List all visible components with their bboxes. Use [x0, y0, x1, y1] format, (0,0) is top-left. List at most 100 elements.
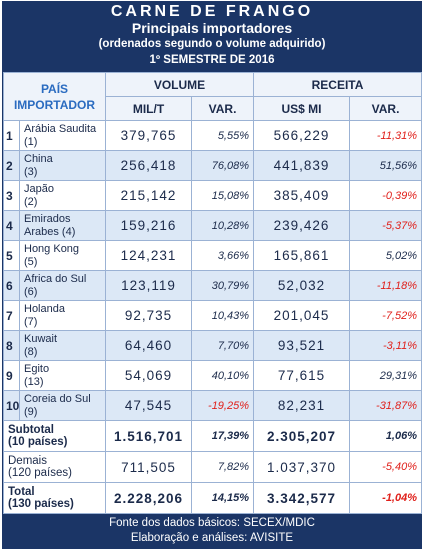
country: Holanda (7): [18, 300, 107, 331]
row: 9 Egito (13) 54,069 40,10% 77,615 29,31%: [3, 360, 423, 391]
revenue: 385,409: [253, 180, 351, 211]
credit: Elaboração e análises: AVISITE: [130, 532, 294, 544]
rank: 8: [3, 330, 20, 361]
rank: 5: [3, 240, 20, 271]
row: 4 Emirados Arabes (4) 159,216 10,28% 239,426-…: [3, 210, 423, 241]
header: CARNE DE FRANGO Principais importadores …: [3, 2, 421, 72]
text-line: (2): [24, 195, 38, 208]
text-line: (8): [24, 345, 38, 358]
volume-var: 30,79%: [191, 270, 255, 301]
revenue-var: 51,56%: [349, 150, 423, 181]
text-line: (1): [24, 135, 38, 148]
rank: 2: [3, 150, 20, 181]
summary-row: Subtotal (10 países) 1.516,701 17,39% 2.305,…: [2, 420, 423, 452]
note: (ordenados segundo o volume adquirido): [98, 38, 326, 50]
country: Japão (2): [18, 180, 107, 211]
volume: 124,231: [105, 240, 193, 271]
volume-var: 40,10%: [191, 360, 255, 391]
revenue-header: RECEITA: [253, 72, 423, 97]
volume: 711,505: [105, 451, 193, 483]
volume-var: 14,15%: [191, 482, 255, 514]
column-subheader: MIL/T VAR. US$ MI VAR.: [4, 96, 423, 121]
text-line: Kuwait: [24, 332, 58, 345]
country: Kuwait (8): [18, 330, 107, 361]
revenue-var: -1,04%: [349, 482, 423, 514]
revenue: 77,615: [253, 360, 351, 391]
revenue: 566,229: [253, 120, 351, 151]
header-line: PAÍS: [40, 81, 69, 96]
text-line: (6): [24, 285, 38, 298]
volume: 2.228,206: [105, 482, 193, 514]
title: CARNE DE FRANGO: [110, 3, 314, 20]
text-line: (10 países): [8, 436, 68, 448]
text-line: Demais: [8, 455, 47, 467]
volume-var: 76,08%: [191, 150, 255, 181]
volume-var-header: VAR.: [191, 96, 255, 121]
rank: 4: [3, 210, 20, 241]
subtitle: Principais importadores: [131, 20, 293, 36]
revenue: 82,231: [253, 390, 351, 421]
country: Egito (13): [18, 360, 107, 391]
text-line: (13): [24, 375, 44, 388]
volume: 64,460: [105, 330, 193, 361]
text-line: Coreia do Sul: [24, 392, 91, 405]
row: 2 China (3) 256,418 76,08% 441,839 51,56%: [3, 150, 423, 181]
revenue: 201,045: [253, 300, 351, 331]
revenue-var: -3,11%: [349, 330, 423, 361]
volume-unit: MIL/T: [105, 96, 193, 121]
row: 1 Arábia Saudita (1) 379,765 5,55% 566,229 -11…: [3, 120, 423, 151]
country: Arábia Saudita (1): [18, 120, 107, 151]
row: 6 Africa do Sul (6) 123,119 30,79% 52,032 -11,…: [3, 270, 423, 301]
text-line: (130 países): [8, 498, 74, 510]
table: PAÍS IMPORTADOR VOLUME RECEITA MIL/T VAR.…: [2, 72, 423, 514]
period: 1º SEMESTRE DE 2016: [149, 54, 275, 66]
rank: 9: [3, 360, 20, 391]
source: Fonte dos dados básicos: SECEX/MDIC: [109, 517, 315, 529]
volume: 379,765: [105, 120, 193, 151]
revenue-var: 29,31%: [349, 360, 423, 391]
summary-row: Demais (120 países) 711,505 7,82% 1.037,370-…: [2, 451, 423, 483]
rank: 10: [3, 390, 20, 421]
summary-label: Total (130 países): [2, 482, 107, 514]
row: 7 Holanda (7) 92,735 10,43% 201,045 -7,52%: [3, 300, 423, 331]
volume: 92,735: [105, 300, 193, 331]
revenue-var: -11,18%: [349, 270, 423, 301]
rank: 7: [3, 300, 20, 331]
row: 5 Hong Kong (5) 124,231 3,66% 165,861 5,02%: [3, 240, 423, 271]
country-header: PAÍS IMPORTADOR: [2, 72, 107, 121]
revenue-var: -31,87%: [349, 390, 423, 421]
revenue-var: -0,39%: [349, 180, 423, 211]
rank: 1: [3, 120, 20, 151]
rank: 6: [3, 270, 20, 301]
volume-var: 7,82%: [191, 451, 255, 483]
country: Africa do Sul (6): [18, 270, 107, 301]
revenue: 52,032: [253, 270, 351, 301]
volume-var: 10,43%: [191, 300, 255, 331]
country: Hong Kong (5): [18, 240, 107, 271]
revenue: 239,426: [253, 210, 351, 241]
volume: 256,418: [105, 150, 193, 181]
text-line: Arábia Saudita: [24, 122, 97, 135]
row: 10 Coreia do Sul (9) 47,545 -19,25% 82,231 -31…: [3, 390, 423, 421]
row: 8 Kuwait (8) 64,460 7,70% 93,521 -3,11%: [3, 330, 423, 361]
footer: Fonte dos dados básicos: SECEX/MDIC Elab…: [3, 514, 421, 548]
revenue-var: -5,40%: [349, 451, 423, 483]
text-line: China: [24, 152, 53, 165]
volume-var: 5,55%: [191, 120, 255, 151]
volume: 1.516,701: [105, 420, 193, 452]
text-line: (120 países): [8, 467, 72, 479]
revenue-unit: US$ MI: [253, 96, 351, 121]
revenue: 2.305,207: [253, 420, 351, 452]
summary-label: Demais (120 países): [2, 451, 107, 483]
volume-var: 17,39%: [191, 420, 255, 452]
country: Emirados Arabes (4): [18, 210, 107, 241]
revenue: 93,521: [253, 330, 351, 361]
column-header: PAÍS IMPORTADOR VOLUME RECEITA: [2, 72, 423, 121]
row: 3 Japão (2) 215,142 15,08% 385,409 -0,39%: [3, 180, 423, 211]
text-line: (9): [24, 405, 38, 418]
text-line: (5): [24, 255, 38, 268]
revenue-var: -11,31%: [349, 120, 423, 151]
revenue-var: -7,52%: [349, 300, 423, 331]
